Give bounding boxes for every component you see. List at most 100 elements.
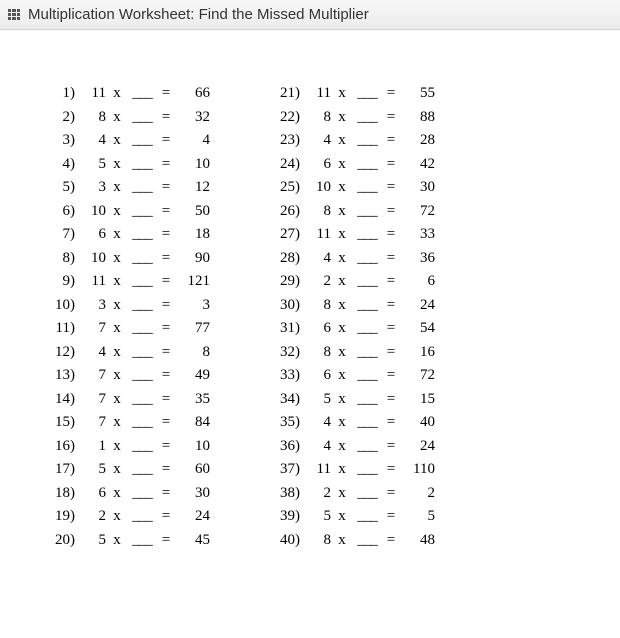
equals-symbol: =: [156, 85, 176, 102]
times-symbol: x: [106, 179, 128, 196]
times-symbol: x: [331, 320, 353, 337]
equals-symbol: =: [156, 320, 176, 337]
product: 32: [176, 109, 210, 126]
product: 10: [176, 438, 210, 455]
times-symbol: x: [331, 367, 353, 384]
product: 110: [401, 461, 435, 478]
multiplicand: 5: [78, 156, 106, 173]
product: 33: [401, 226, 435, 243]
equals-symbol: =: [156, 273, 176, 290]
product: 84: [176, 414, 210, 431]
problem-row: 9)11x___=121: [40, 273, 210, 290]
equals-symbol: =: [381, 250, 401, 267]
problem-row: 19)2x___=24: [40, 508, 210, 525]
equals-symbol: =: [156, 438, 176, 455]
equals-symbol: =: [156, 156, 176, 173]
product: 18: [176, 226, 210, 243]
equals-symbol: =: [381, 367, 401, 384]
times-symbol: x: [106, 391, 128, 408]
paren: ): [295, 508, 303, 525]
equals-symbol: =: [381, 391, 401, 408]
problem-index: 25: [265, 179, 295, 196]
problem-index: 36: [265, 438, 295, 455]
problem-row: 30)8x___=24: [265, 297, 435, 314]
multiplicand: 11: [303, 85, 331, 102]
multiplicand: 2: [303, 485, 331, 502]
multiplicand: 5: [303, 391, 331, 408]
product: 48: [401, 532, 435, 549]
paren: ): [70, 273, 78, 290]
problem-index: 10: [40, 297, 70, 314]
problem-row: 5)3x___=12: [40, 179, 210, 196]
product: 2: [401, 485, 435, 502]
problem-index: 4: [40, 156, 70, 173]
problem-index: 34: [265, 391, 295, 408]
blank-multiplier: ___: [353, 532, 381, 549]
blank-multiplier: ___: [128, 485, 156, 502]
multiplicand: 8: [303, 203, 331, 220]
problem-index: 35: [265, 414, 295, 431]
header-bar: Multiplication Worksheet: Find the Misse…: [0, 0, 620, 30]
grid-icon: [8, 9, 20, 21]
problem-index: 28: [265, 250, 295, 267]
times-symbol: x: [106, 297, 128, 314]
product: 28: [401, 132, 435, 149]
times-symbol: x: [106, 156, 128, 173]
problem-index: 32: [265, 344, 295, 361]
equals-symbol: =: [156, 485, 176, 502]
equals-symbol: =: [381, 109, 401, 126]
paren: ): [70, 532, 78, 549]
problem-row: 4)5x___=10: [40, 156, 210, 173]
paren: ): [295, 367, 303, 384]
problem-index: 19: [40, 508, 70, 525]
equals-symbol: =: [381, 508, 401, 525]
multiplicand: 5: [78, 461, 106, 478]
multiplicand: 6: [303, 367, 331, 384]
problem-index: 22: [265, 109, 295, 126]
times-symbol: x: [106, 250, 128, 267]
problem-index: 12: [40, 344, 70, 361]
problem-row: 7)6x___=18: [40, 226, 210, 243]
blank-multiplier: ___: [128, 109, 156, 126]
multiplicand: 3: [78, 297, 106, 314]
problem-row: 20)5x___=45: [40, 532, 210, 549]
paren: ): [70, 344, 78, 361]
blank-multiplier: ___: [128, 391, 156, 408]
blank-multiplier: ___: [353, 85, 381, 102]
problem-row: 22)8x___=88: [265, 109, 435, 126]
product: 40: [401, 414, 435, 431]
equals-symbol: =: [381, 226, 401, 243]
blank-multiplier: ___: [128, 132, 156, 149]
times-symbol: x: [331, 273, 353, 290]
times-symbol: x: [106, 109, 128, 126]
product: 42: [401, 156, 435, 173]
problem-index: 37: [265, 461, 295, 478]
problem-index: 13: [40, 367, 70, 384]
times-symbol: x: [106, 226, 128, 243]
blank-multiplier: ___: [128, 438, 156, 455]
blank-multiplier: ___: [353, 391, 381, 408]
product: 24: [176, 508, 210, 525]
page-title: Multiplication Worksheet: Find the Misse…: [28, 6, 369, 23]
problem-index: 18: [40, 485, 70, 502]
product: 4: [176, 132, 210, 149]
times-symbol: x: [331, 85, 353, 102]
product: 90: [176, 250, 210, 267]
equals-symbol: =: [381, 273, 401, 290]
multiplicand: 11: [303, 226, 331, 243]
multiplicand: 11: [78, 85, 106, 102]
multiplicand: 4: [303, 414, 331, 431]
paren: ): [70, 414, 78, 431]
times-symbol: x: [106, 367, 128, 384]
times-symbol: x: [106, 438, 128, 455]
times-symbol: x: [331, 485, 353, 502]
paren: ): [70, 461, 78, 478]
product: 45: [176, 532, 210, 549]
times-symbol: x: [331, 461, 353, 478]
problem-row: 15)7x___=84: [40, 414, 210, 431]
problem-row: 28)4x___=36: [265, 250, 435, 267]
product: 10: [176, 156, 210, 173]
blank-multiplier: ___: [353, 179, 381, 196]
times-symbol: x: [331, 109, 353, 126]
equals-symbol: =: [381, 320, 401, 337]
